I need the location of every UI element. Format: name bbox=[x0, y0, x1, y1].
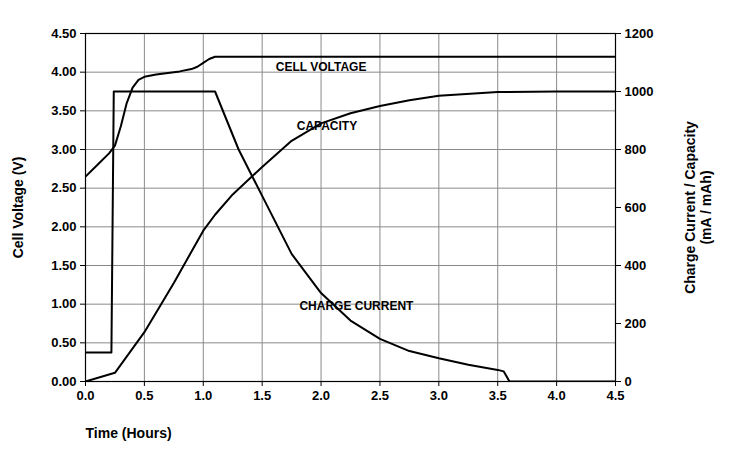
svg-text:4.50: 4.50 bbox=[51, 26, 76, 41]
svg-text:3.5: 3.5 bbox=[489, 388, 507, 403]
svg-text:CELL VOLTAGE: CELL VOLTAGE bbox=[276, 60, 367, 74]
svg-text:200: 200 bbox=[625, 316, 647, 331]
svg-text:2.00: 2.00 bbox=[51, 219, 76, 234]
svg-text:0.00: 0.00 bbox=[51, 374, 76, 389]
svg-text:1000: 1000 bbox=[625, 84, 654, 99]
svg-text:2.50: 2.50 bbox=[51, 180, 76, 195]
svg-text:2.0: 2.0 bbox=[312, 388, 330, 403]
svg-text:800: 800 bbox=[625, 142, 647, 157]
svg-text:400: 400 bbox=[625, 258, 647, 273]
svg-text:1.0: 1.0 bbox=[194, 388, 212, 403]
svg-text:1.50: 1.50 bbox=[51, 258, 76, 273]
svg-text:4.00: 4.00 bbox=[51, 64, 76, 79]
svg-text:CHARGE CURRENT: CHARGE CURRENT bbox=[299, 299, 414, 313]
svg-text:Cell Voltage (V): Cell Voltage (V) bbox=[10, 157, 26, 259]
svg-text:0: 0 bbox=[625, 374, 632, 389]
svg-text:CAPACITY: CAPACITY bbox=[297, 119, 357, 133]
svg-text:Charge Current / Capacity(mA /: Charge Current / Capacity(mA / mAh) bbox=[682, 121, 714, 294]
svg-text:4.0: 4.0 bbox=[548, 388, 566, 403]
svg-text:Time (Hours): Time (Hours) bbox=[86, 425, 172, 441]
svg-text:1.00: 1.00 bbox=[51, 296, 76, 311]
svg-text:600: 600 bbox=[625, 200, 647, 215]
svg-text:3.50: 3.50 bbox=[51, 103, 76, 118]
svg-text:1200: 1200 bbox=[625, 26, 654, 41]
svg-text:0.0: 0.0 bbox=[76, 388, 94, 403]
svg-text:3.0: 3.0 bbox=[430, 388, 448, 403]
svg-text:4.5: 4.5 bbox=[606, 388, 624, 403]
svg-text:0.5: 0.5 bbox=[135, 388, 153, 403]
svg-text:2.5: 2.5 bbox=[371, 388, 389, 403]
svg-text:0.50: 0.50 bbox=[51, 335, 76, 350]
svg-text:1.5: 1.5 bbox=[253, 388, 271, 403]
svg-text:3.00: 3.00 bbox=[51, 142, 76, 157]
